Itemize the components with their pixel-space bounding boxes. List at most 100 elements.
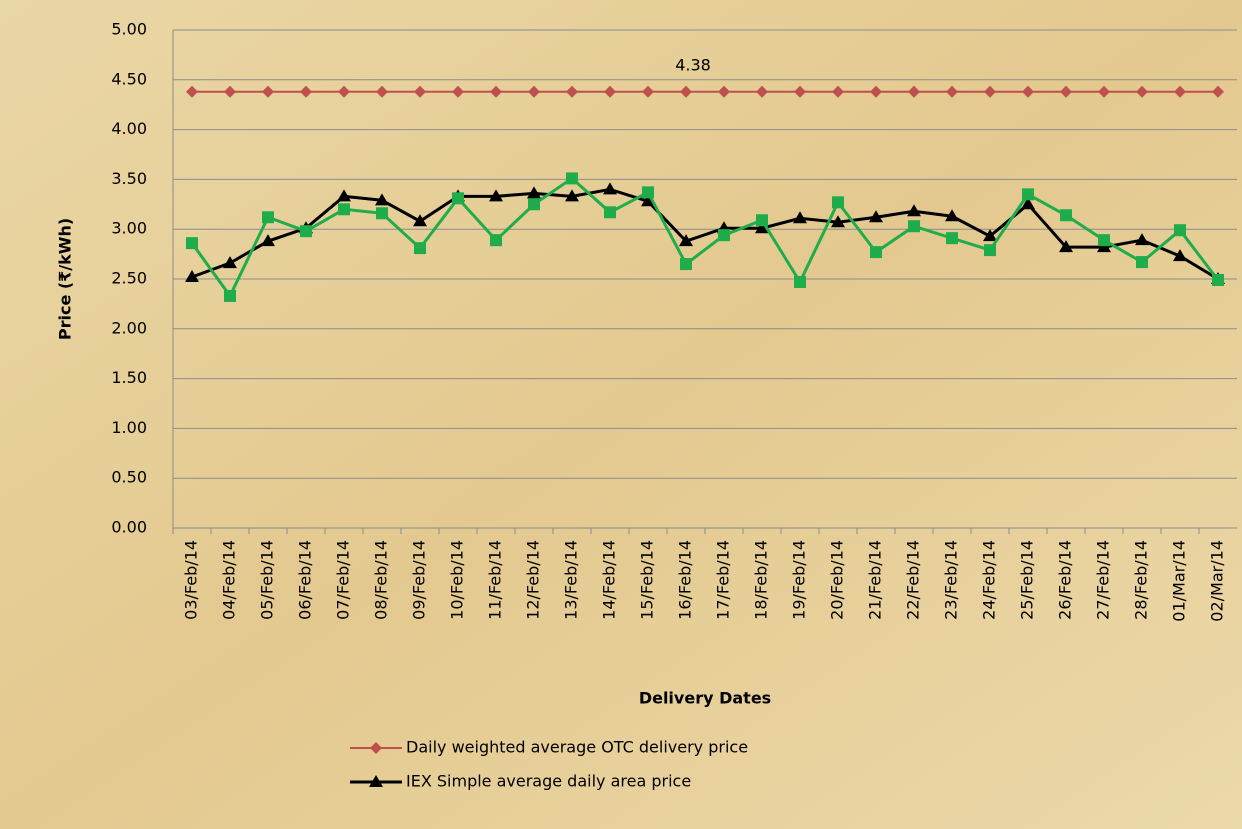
marker	[1212, 85, 1224, 98]
x-tick-label: 12/Feb/14	[524, 540, 543, 620]
x-tick-label: 28/Feb/14	[1132, 540, 1151, 620]
y-tick-label: 5.00	[111, 20, 147, 39]
marker	[186, 85, 198, 98]
marker	[369, 775, 383, 787]
marker	[1174, 224, 1186, 237]
marker	[870, 85, 882, 98]
x-tick-label: 07/Feb/14	[334, 540, 353, 620]
marker	[984, 85, 996, 98]
marker	[946, 85, 958, 98]
y-tick-label: 2.00	[111, 318, 147, 337]
x-tick-label: 03/Feb/14	[182, 540, 201, 620]
marker	[566, 172, 578, 185]
y-tick-label: 0.50	[111, 468, 147, 487]
marker	[908, 85, 920, 98]
marker	[452, 192, 464, 205]
marker	[604, 85, 616, 98]
x-tick-label: 16/Feb/14	[676, 540, 695, 620]
x-tick-label: 19/Feb/14	[790, 540, 809, 620]
y-tick-label: 4.50	[111, 69, 147, 88]
marker	[376, 85, 388, 98]
marker	[718, 85, 730, 98]
x-tick-label: 25/Feb/14	[1018, 540, 1037, 620]
marker	[223, 256, 237, 269]
x-tick-label: 26/Feb/14	[1056, 540, 1075, 620]
marker	[224, 85, 236, 98]
marker	[794, 85, 806, 98]
marker	[262, 211, 274, 224]
marker	[300, 225, 312, 238]
marker	[831, 215, 845, 228]
marker	[603, 182, 617, 195]
x-tick-label: 11/Feb/14	[486, 540, 505, 620]
marker	[908, 220, 920, 233]
annotation: 4.38	[675, 56, 711, 75]
y-tick-label: 3.50	[111, 169, 147, 188]
marker	[186, 237, 198, 250]
y-tick-label: 4.00	[111, 119, 147, 138]
x-tick-label: 20/Feb/14	[828, 540, 847, 620]
x-tick-label: 21/Feb/14	[866, 540, 885, 620]
marker	[1059, 240, 1073, 253]
legend-label: Daily weighted average OTC delivery pric…	[406, 738, 748, 757]
legend-label: IEX Simple average daily area price	[406, 772, 691, 791]
x-tick-label: 09/Feb/14	[410, 540, 429, 620]
marker	[869, 210, 883, 223]
marker	[1060, 209, 1072, 222]
series-line	[191, 187, 1219, 281]
y-tick-label: 1.00	[111, 418, 147, 437]
marker	[566, 85, 578, 98]
marker	[490, 85, 502, 98]
marker	[185, 270, 199, 283]
marker	[1212, 273, 1224, 286]
y-tick-label: 3.00	[111, 219, 147, 238]
x-tick-label: 24/Feb/14	[980, 540, 999, 620]
marker	[1174, 85, 1186, 98]
marker	[1021, 197, 1035, 210]
marker	[718, 229, 730, 242]
x-tick-label: 02/Mar/14	[1208, 540, 1227, 622]
x-axis-title: Delivery Dates	[639, 689, 771, 708]
x-tick-label: 14/Feb/14	[600, 540, 619, 620]
marker	[527, 186, 541, 199]
marker	[337, 189, 351, 202]
x-tick-label: 05/Feb/14	[258, 540, 277, 620]
marker	[528, 198, 540, 211]
marker	[375, 193, 389, 206]
marker	[794, 275, 806, 288]
marker	[870, 246, 882, 259]
marker	[528, 85, 540, 98]
marker	[983, 229, 997, 242]
y-axis-title: Price (₹/kWh)	[56, 218, 75, 340]
y-tick-label: 1.50	[111, 368, 147, 387]
x-tick-label: 15/Feb/14	[638, 540, 657, 620]
marker	[832, 85, 844, 98]
marker	[370, 742, 382, 754]
marker	[1098, 85, 1110, 98]
marker	[1136, 85, 1148, 98]
marker	[413, 214, 427, 227]
marker	[756, 85, 768, 98]
marker	[642, 85, 654, 98]
marker	[300, 85, 312, 98]
y-tick-label: 0.00	[111, 518, 147, 537]
marker	[641, 194, 655, 207]
marker	[1098, 234, 1110, 247]
x-tick-label: 06/Feb/14	[296, 540, 315, 620]
marker	[224, 289, 236, 302]
marker	[261, 234, 275, 247]
marker	[680, 85, 692, 98]
marker	[452, 85, 464, 98]
x-tick-label: 01/Mar/14	[1170, 540, 1189, 622]
marker	[1022, 85, 1034, 98]
x-tick-label: 27/Feb/14	[1094, 540, 1113, 620]
x-tick-label: 17/Feb/14	[714, 540, 733, 620]
marker	[1136, 256, 1148, 269]
marker	[1060, 85, 1072, 98]
series-line	[190, 176, 1220, 299]
x-tick-label: 13/Feb/14	[562, 540, 581, 620]
marker	[262, 85, 274, 98]
x-tick-label: 04/Feb/14	[220, 540, 239, 620]
marker	[756, 214, 768, 227]
